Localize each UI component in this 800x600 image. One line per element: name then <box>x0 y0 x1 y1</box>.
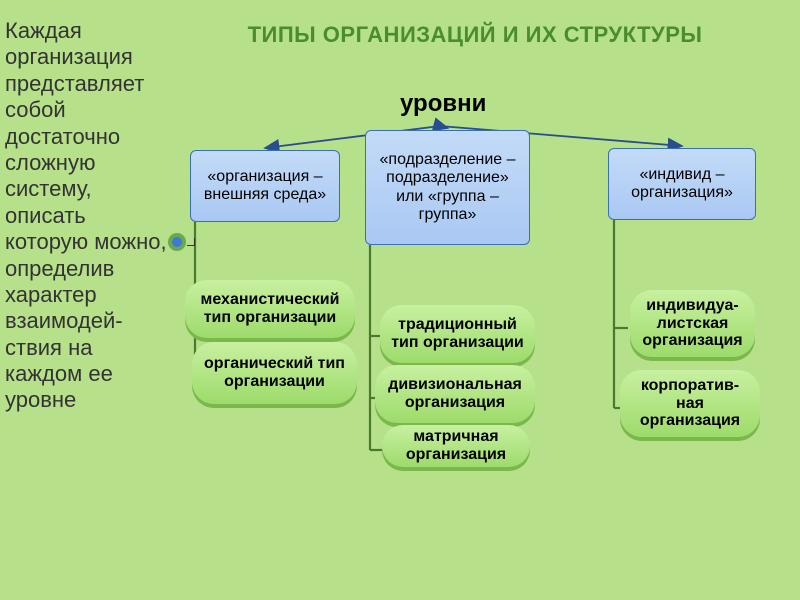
level-box-b1: «организация – внешняя среда» <box>190 150 340 222</box>
level-box-b3: «индивид – организация» <box>608 148 756 220</box>
type-pill-g5: матричная организация <box>382 425 530 467</box>
levels-heading: уровни <box>400 90 486 118</box>
type-pill-g2: органический тип организации <box>192 342 357 404</box>
sidebar-description: Каждая организация представляет собой до… <box>5 18 167 414</box>
decorative-dot-inner <box>172 237 182 247</box>
type-pill-g1: механистический тип организации <box>185 280 355 338</box>
page-title: ТИПЫ ОРГАНИЗАЦИЙ И ИХ СТРУКТУРЫ <box>195 22 755 48</box>
type-pill-g7: корпоратив-ная организация <box>620 370 760 437</box>
level-box-b2: «подразделение – подразделение» или «гру… <box>365 130 530 245</box>
decorative-dot-tick <box>187 238 195 246</box>
type-pill-g4: дивизиональная организация <box>375 365 535 423</box>
type-pill-g3: традиционный тип организации <box>380 305 535 363</box>
type-pill-g6: индивидуа-листская организация <box>630 290 755 357</box>
